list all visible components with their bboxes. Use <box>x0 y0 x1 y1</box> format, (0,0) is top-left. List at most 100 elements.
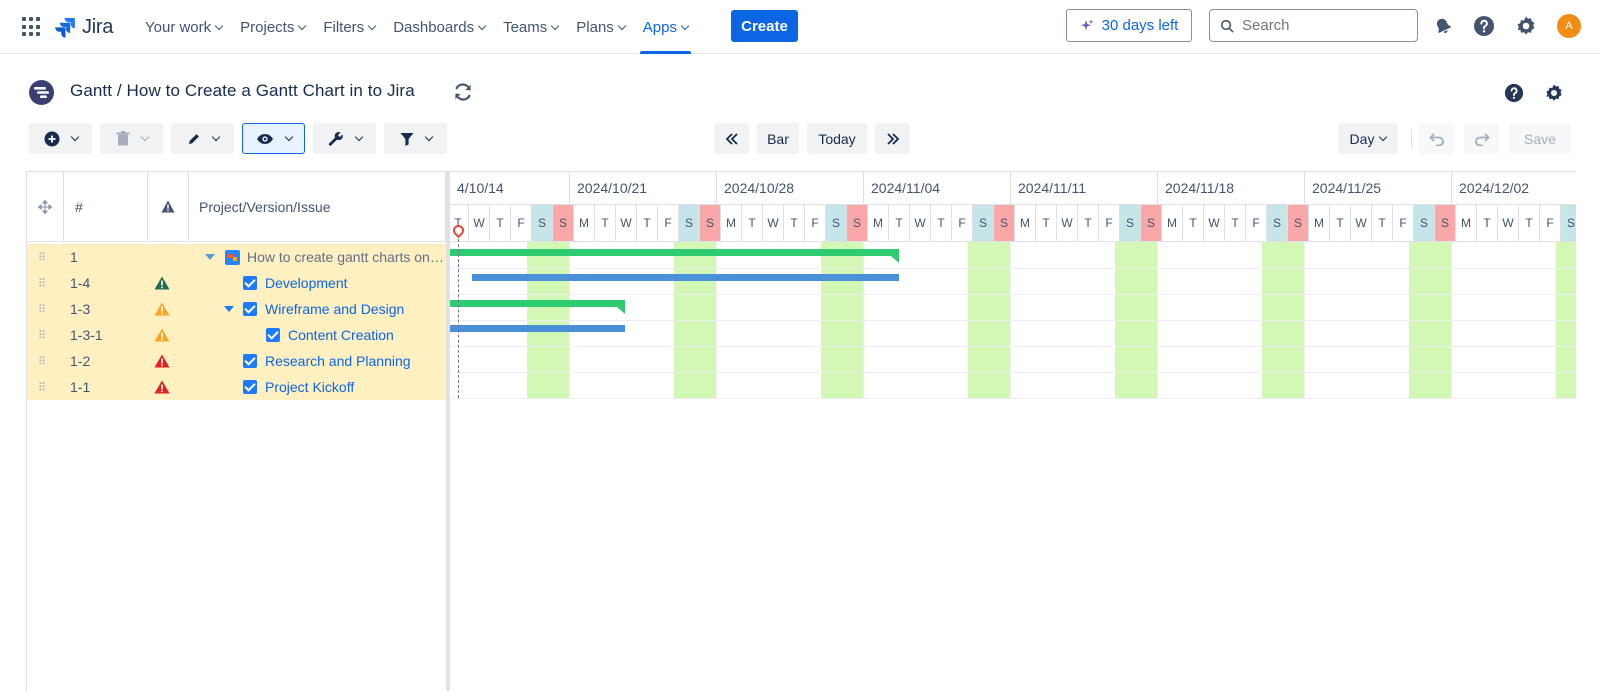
nav-label: Teams <box>503 18 548 36</box>
row-divider <box>450 398 1576 399</box>
day-cell: S <box>972 205 993 242</box>
chevron-down-icon <box>214 21 224 30</box>
issue-name[interactable]: Content Creation <box>288 327 394 343</box>
undo-button[interactable] <box>1419 123 1454 154</box>
day-cell: W <box>909 205 930 242</box>
table-row[interactable]: ⠿ 1 How to create gantt charts on ... <box>27 244 447 270</box>
gantt-help-icon[interactable] <box>1503 82 1525 104</box>
bar-button[interactable]: Bar <box>757 123 799 154</box>
wrench-icon <box>328 131 343 146</box>
move-icon <box>38 199 52 214</box>
add-button[interactable] <box>29 123 92 154</box>
nav-label: Plans <box>576 18 614 36</box>
jira-logo[interactable]: Jira <box>54 14 113 40</box>
drag-handle-icon[interactable]: ⠿ <box>38 303 46 316</box>
nav-dashboards[interactable]: Dashboards <box>384 0 494 54</box>
nav-label: Your work <box>145 18 212 36</box>
drag-handle-icon[interactable]: ⠿ <box>38 277 46 290</box>
issue-id: 1-3 <box>70 301 91 317</box>
undo-icon <box>1428 132 1444 146</box>
issue-name-cell[interactable]: Project Kickoff <box>243 374 354 400</box>
project-summary-bar[interactable] <box>450 249 899 263</box>
chevron-down-icon <box>551 21 560 30</box>
view-button[interactable] <box>242 123 305 154</box>
week-label: 2024/11/25 <box>1304 172 1451 205</box>
avatar[interactable]: A <box>1557 14 1581 38</box>
day-cell: S <box>846 205 867 242</box>
nav-apps[interactable]: Apps <box>634 0 697 54</box>
scale-select[interactable]: Day <box>1338 123 1398 154</box>
development-bar[interactable] <box>472 274 899 281</box>
name-column-header[interactable]: Project/Version/Issue <box>189 172 446 242</box>
delete-button[interactable] <box>100 123 163 154</box>
panel-splitter[interactable] <box>446 171 450 691</box>
day-cell: S <box>1266 205 1287 242</box>
issue-name-cell[interactable]: How to create gantt charts on ... <box>205 244 445 270</box>
gantt-settings-icon[interactable] <box>1543 82 1565 104</box>
filter-button[interactable] <box>384 123 447 154</box>
scroll-back-button[interactable] <box>714 123 749 154</box>
nav-projects[interactable]: Projects <box>231 0 314 54</box>
nav-your-work[interactable]: Your work <box>136 0 231 54</box>
notifications-icon[interactable] <box>1431 14 1455 38</box>
drag-handle-icon[interactable]: ⠿ <box>38 355 46 368</box>
help-icon[interactable] <box>1472 14 1496 38</box>
issue-name-cell[interactable]: Content Creation <box>266 322 394 348</box>
table-row[interactable]: ⠿ 1-3 Wireframe and Design <box>27 296 447 322</box>
week-label: 2024/10/28 <box>716 172 863 205</box>
day-cell: F <box>951 205 972 242</box>
nav-teams[interactable]: Teams <box>494 0 567 54</box>
day-cell: S <box>1140 205 1161 242</box>
issue-name-cell[interactable]: Wireframe and Design <box>224 296 404 322</box>
day-cell: W <box>1203 205 1224 242</box>
issue-name[interactable]: How to create gantt charts on ... <box>246 249 445 265</box>
search-box[interactable] <box>1209 9 1418 42</box>
trash-icon <box>116 131 129 146</box>
day-cell: W <box>1350 205 1371 242</box>
app-switcher-icon[interactable] <box>22 17 42 37</box>
issue-name-cell[interactable]: Development <box>243 270 348 296</box>
row-divider <box>450 268 1576 269</box>
save-button[interactable]: Save <box>1509 123 1571 154</box>
drag-handle-icon[interactable]: ⠿ <box>38 251 46 264</box>
edit-button[interactable] <box>171 123 234 154</box>
chevron-down-icon <box>140 132 149 141</box>
logo-text: Jira <box>82 15 114 38</box>
search-input[interactable] <box>1242 17 1412 34</box>
drag-handle-icon[interactable]: ⠿ <box>38 329 46 342</box>
page-title: Gantt / How to Create a Gantt Chart in t… <box>70 81 415 100</box>
id-column-header[interactable]: # <box>64 172 148 242</box>
table-row[interactable]: ⠿ 1-4 Development <box>27 270 447 296</box>
issue-name[interactable]: Project Kickoff <box>265 379 355 395</box>
expand-caret-icon[interactable] <box>205 254 215 260</box>
redo-icon <box>1474 132 1490 146</box>
redo-button[interactable] <box>1464 123 1499 154</box>
expand-caret-icon[interactable] <box>224 306 234 312</box>
tools-button[interactable] <box>313 123 376 154</box>
create-button[interactable]: Create <box>731 10 798 42</box>
issue-name[interactable]: Research and Planning <box>265 353 411 369</box>
warning-column-header[interactable] <box>148 172 189 242</box>
day-cell: S <box>552 205 573 242</box>
day-cell: T <box>489 205 510 242</box>
wireframe-summary-bar[interactable] <box>450 300 625 314</box>
nav-filters[interactable]: Filters <box>314 0 384 54</box>
drag-handle-icon[interactable]: ⠿ <box>38 381 46 394</box>
issue-name-cell[interactable]: Research and Planning <box>243 348 411 374</box>
nav-plans[interactable]: Plans <box>567 0 634 54</box>
content-creation-bar[interactable] <box>450 325 625 332</box>
day-cell: M <box>1014 205 1035 242</box>
issue-id: 1-3-1 <box>70 327 103 343</box>
table-row[interactable]: ⠿ 1-3-1 Content Creation <box>27 322 447 348</box>
gantt-timeline[interactable]: 4/10/14 2024/10/21 2024/10/28 2024/11/04… <box>450 172 1576 691</box>
scroll-forward-button[interactable] <box>875 123 910 154</box>
refresh-icon[interactable] <box>452 81 474 103</box>
today-button[interactable]: Today <box>807 123 867 154</box>
issue-name[interactable]: Wireframe and Design <box>265 301 405 317</box>
table-row[interactable]: ⠿ 1-2 Research and Planning <box>27 348 447 374</box>
settings-icon[interactable] <box>1514 14 1538 38</box>
trial-button[interactable]: 30 days left <box>1066 9 1192 42</box>
table-row[interactable]: ⠿ 1-1 Project Kickoff <box>27 374 447 400</box>
issue-name[interactable]: Development <box>265 275 348 291</box>
task-checkbox-icon <box>243 380 257 394</box>
